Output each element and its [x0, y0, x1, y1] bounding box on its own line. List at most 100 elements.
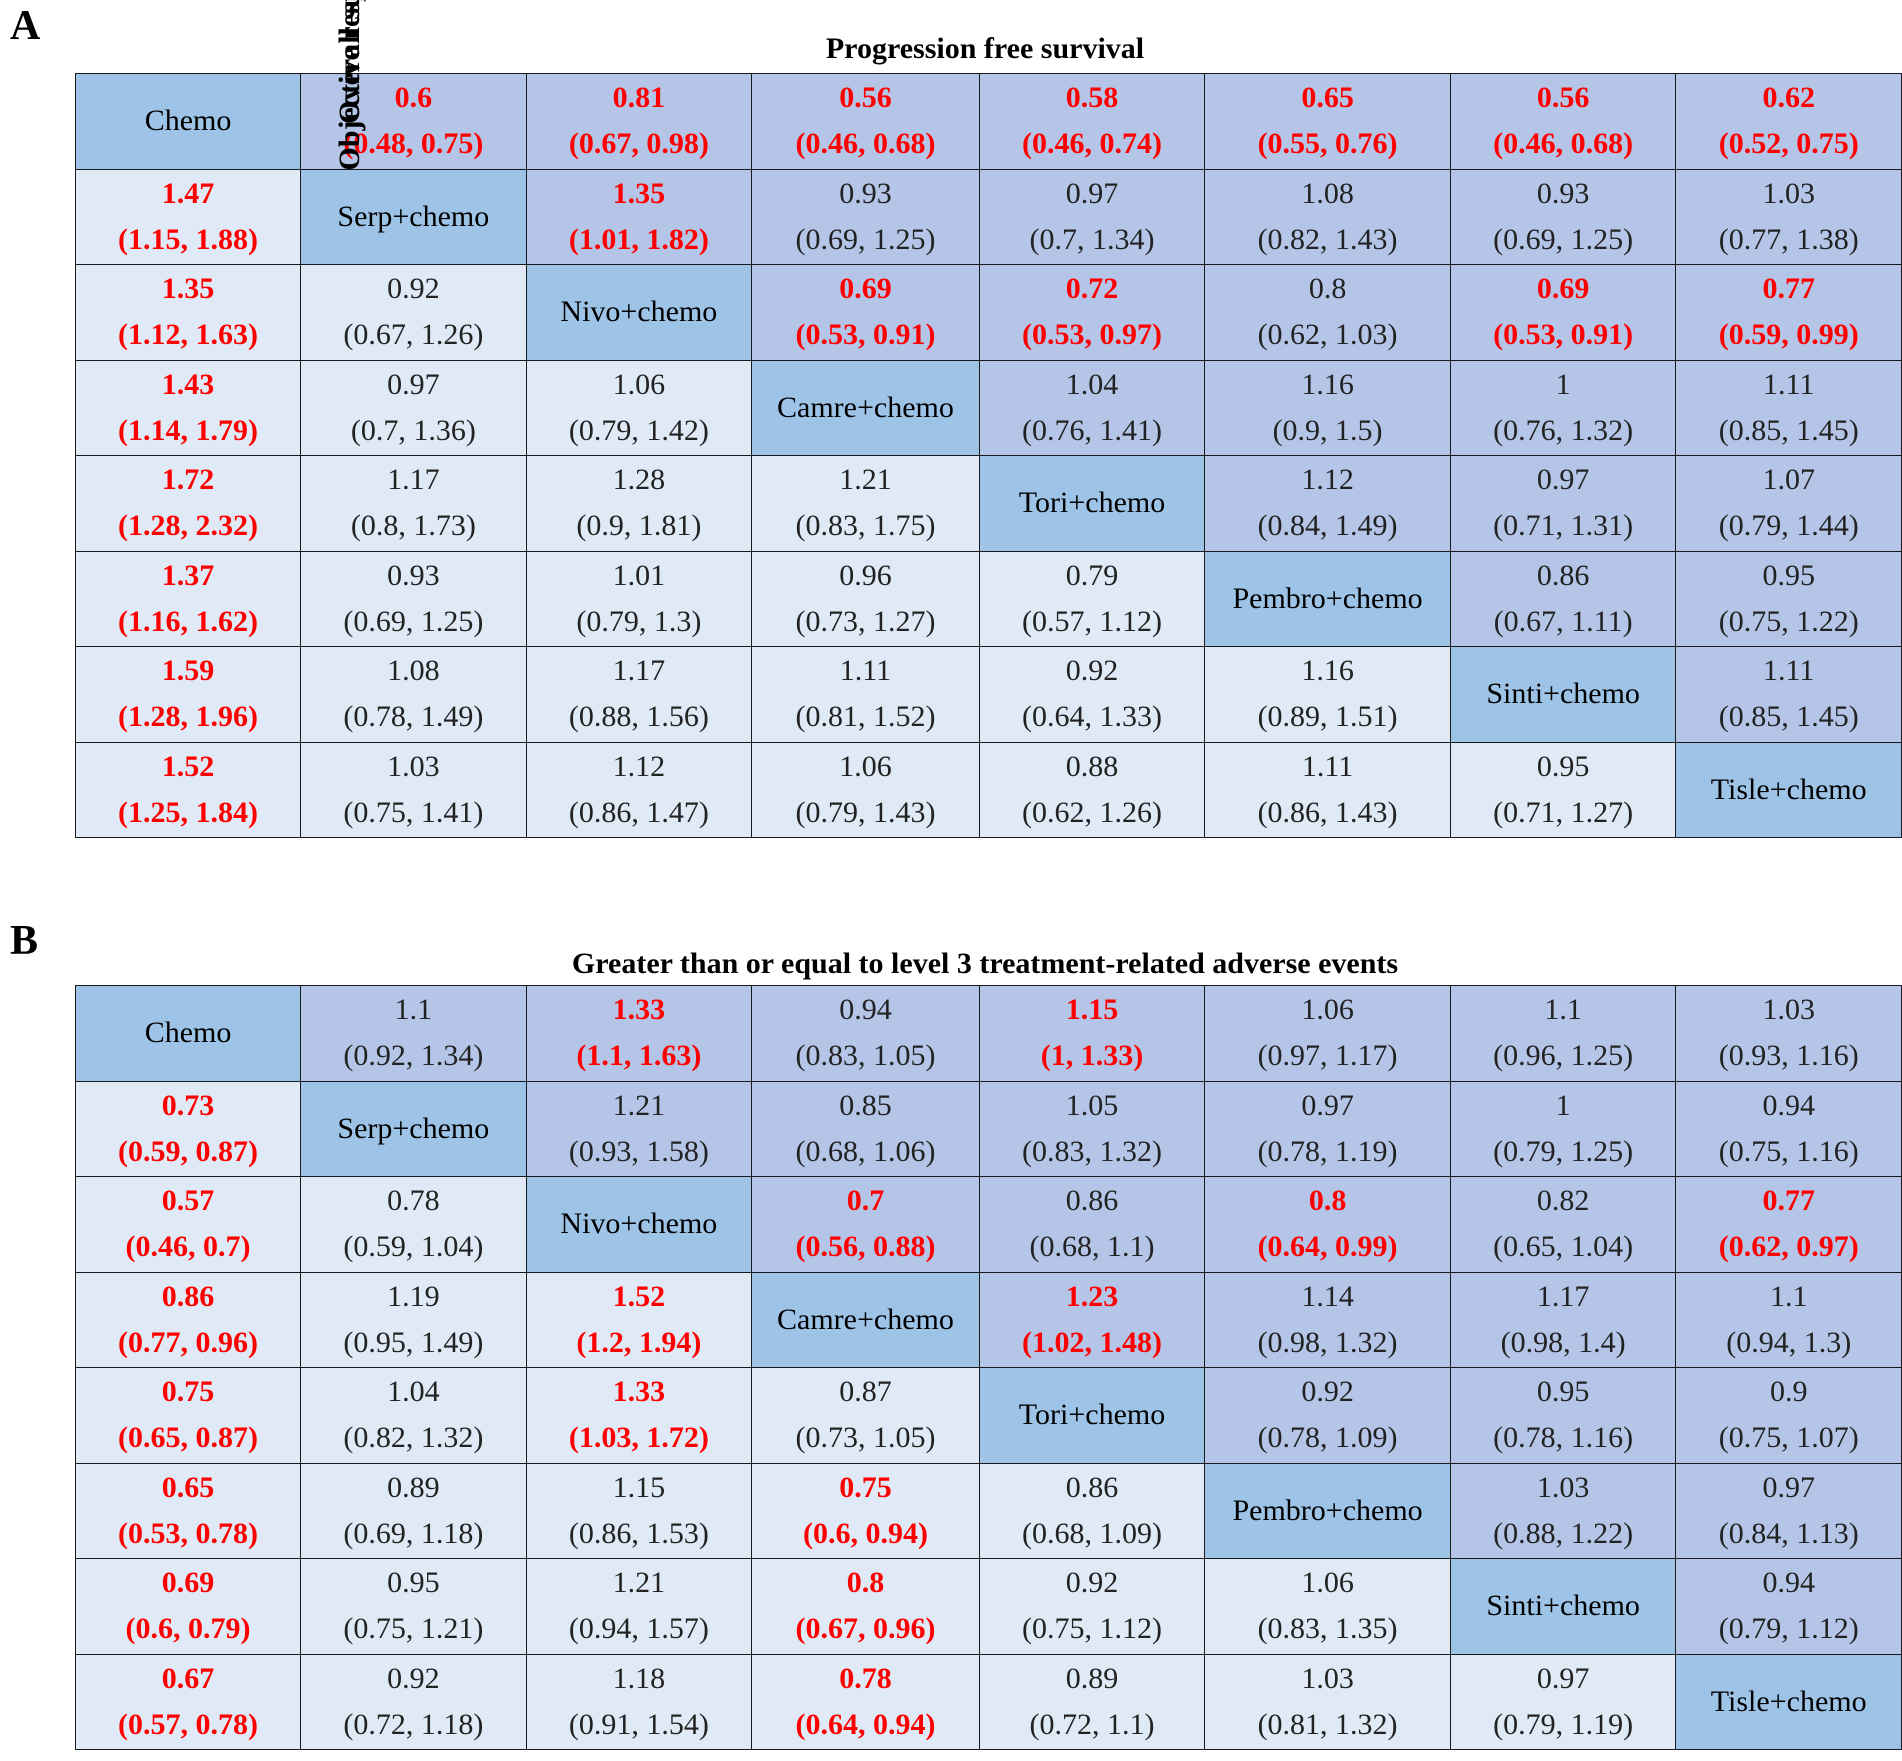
estimate-value: 0.9 [1769, 1375, 1808, 1409]
estimate-value: 1.06 [1301, 993, 1354, 1027]
estimate-value: 1.52 [612, 1279, 666, 1313]
confidence-interval: (0.94, 1.3) [1726, 1325, 1852, 1359]
estimate-cell: 1.06 (0.97, 1.17) [1204, 985, 1451, 1082]
confidence-interval: (0.53, 0.78) [118, 1516, 259, 1550]
confidence-interval: (0.73, 1.27) [795, 604, 936, 638]
estimate-cell: 1.12 (0.84, 1.49) [1204, 455, 1451, 552]
estimate-value: 0.58 [1065, 81, 1119, 115]
confidence-interval: (0.69, 1.25) [343, 604, 484, 638]
confidence-interval: (0.6, 0.79) [125, 1612, 251, 1646]
confidence-interval: (0.95, 1.49) [343, 1325, 484, 1359]
confidence-interval: (0.83, 1.35) [1257, 1612, 1398, 1646]
estimate-value: 0.78 [839, 1661, 892, 1695]
estimate-value: 0.82 [1536, 1184, 1590, 1218]
confidence-interval: (1.28, 1.96) [118, 700, 259, 734]
estimate-cell: 1.21 (0.83, 1.75) [751, 455, 980, 552]
significant-estimate-cell: 0.65 (0.53, 0.78) [74, 1462, 302, 1559]
estimate-value: 0.8 [846, 1566, 885, 1600]
confidence-interval: (0.83, 1.32) [1022, 1134, 1162, 1168]
estimate-cell: 0.93 (0.69, 1.25) [751, 168, 980, 265]
significant-estimate-cell: 1.15 (1, 1.33) [978, 985, 1206, 1082]
estimate-value: 1 [1555, 367, 1571, 401]
estimate-value: 0.7 [846, 1184, 885, 1218]
estimate-cell: 0.97 (0.7, 1.34) [978, 168, 1206, 265]
estimate-value: 0.97 [387, 367, 440, 401]
estimate-value: 0.6 [394, 81, 433, 115]
confidence-interval: (0.75, 1.12) [1022, 1612, 1162, 1646]
confidence-interval: (0.88, 1.56) [568, 700, 709, 734]
confidence-interval: (0.68, 1.1) [1029, 1230, 1155, 1264]
estimate-value: 1.21 [839, 463, 892, 497]
table-row: 0.86 (0.77, 0.96) 1.19 (0.95, 1.49) 1.52 (1.2… [74, 1271, 1902, 1368]
estimate-value: 0.89 [1065, 1661, 1119, 1695]
confidence-interval: (0.71, 1.31) [1493, 509, 1634, 543]
estimate-cell: 0.92 (0.75, 1.12) [978, 1558, 1206, 1655]
estimate-value: 1.1 [1769, 1279, 1808, 1313]
treatment-label: Tisle+chemo [1675, 741, 1902, 838]
estimate-value: 0.57 [161, 1184, 215, 1218]
panel-label: A [10, 3, 41, 49]
estimate-value: 0.94 [1762, 1088, 1815, 1122]
estimate-cell: 0.95 (0.75, 1.21) [300, 1558, 527, 1655]
estimate-value: 0.88 [1065, 749, 1119, 783]
estimate-cell: 1.1 (0.92, 1.34) [300, 985, 527, 1082]
confidence-interval: (0.79, 1.43) [795, 795, 936, 829]
estimate-cell: 0.86 (0.68, 1.1) [978, 1176, 1206, 1273]
estimate-cell: 1.1 (0.94, 1.3) [1675, 1271, 1902, 1368]
confidence-interval: (0.78, 1.09) [1257, 1421, 1398, 1455]
estimate-cell: 0.85 (0.68, 1.06) [751, 1080, 980, 1177]
estimate-cell: 0.97 (0.71, 1.31) [1449, 455, 1677, 552]
significant-estimate-cell: 0.69 (0.53, 0.91) [1449, 264, 1677, 361]
estimate-cell: 1.19 (0.95, 1.49) [300, 1271, 527, 1368]
estimate-cell: 1.03 (0.93, 1.16) [1675, 985, 1902, 1082]
confidence-interval: (1, 1.33) [1040, 1039, 1144, 1073]
confidence-interval: (0.48, 0.75) [343, 127, 484, 161]
confidence-interval: (0.79, 1.19) [1493, 1707, 1634, 1741]
estimate-value: 0.56 [1536, 81, 1590, 115]
confidence-interval: (0.76, 1.32) [1493, 413, 1634, 447]
confidence-interval: (1.1, 1.63) [576, 1039, 702, 1073]
significant-estimate-cell: 0.8 (0.67, 0.96) [751, 1558, 980, 1655]
estimate-value: 1.21 [612, 1088, 666, 1122]
confidence-interval: (0.89, 1.51) [1257, 700, 1398, 734]
confidence-interval: (0.81, 1.52) [795, 700, 936, 734]
confidence-interval: (0.93, 1.16) [1718, 1039, 1859, 1073]
estimate-cell: 0.82 (0.65, 1.04) [1449, 1176, 1677, 1273]
estimate-value: 0.87 [839, 1375, 892, 1409]
estimate-value: 1.14 [1301, 1279, 1354, 1313]
side-label: Objective response rate [333, 0, 366, 171]
confidence-interval: (0.77, 1.38) [1718, 222, 1859, 256]
confidence-interval: (1.2, 1.94) [576, 1325, 702, 1359]
estimate-cell: 1.16 (0.9, 1.5) [1204, 359, 1451, 456]
confidence-interval: (0.86, 1.47) [568, 795, 709, 829]
estimate-value: 0.96 [839, 558, 892, 592]
estimate-value: 0.94 [1762, 1566, 1815, 1600]
significant-estimate-cell: 1.59 (1.28, 1.96) [74, 646, 302, 743]
panel-title: Progression free survival [825, 32, 1145, 65]
table-row: 1.47 (1.15, 1.88) Serp+chemo 1.35 (1.01, 1.8… [74, 168, 1902, 265]
table-row: 1.43 (1.14, 1.79) 0.97 (0.7, 1.36) 1.06 (0.79… [74, 359, 1902, 456]
estimate-cell: 0.96 (0.73, 1.27) [751, 550, 980, 647]
estimate-cell: 0.93 (0.69, 1.25) [1449, 168, 1677, 265]
treatment-label: Tisle+chemo [1675, 1653, 1902, 1750]
estimate-value: 1.21 [612, 1566, 666, 1600]
estimate-cell: 1.17 (0.88, 1.56) [525, 646, 753, 743]
treatment-label: Camre+chemo [751, 359, 980, 456]
estimate-cell: 1.17 (0.98, 1.4) [1449, 1271, 1677, 1368]
table-row: 1.59 (1.28, 1.96) 1.08 (0.78, 1.49) 1.17 (0.8… [74, 646, 1902, 743]
confidence-interval: (0.53, 0.97) [1022, 318, 1162, 352]
estimate-value: 1.47 [161, 176, 215, 210]
table-row: 1.72 (1.28, 2.32) 1.17 (0.8, 1.73) 1.28 (0.9,… [74, 455, 1902, 552]
confidence-interval: (0.67, 1.11) [1493, 604, 1633, 638]
estimate-value: 1.17 [1536, 1279, 1590, 1313]
estimate-cell: 0.89 (0.69, 1.18) [300, 1462, 527, 1559]
treatment-label: Camre+chemo [751, 1271, 980, 1368]
confidence-interval: (0.85, 1.45) [1718, 700, 1859, 734]
estimate-value: 1.35 [612, 176, 666, 210]
estimate-cell: 1.11 (0.85, 1.45) [1675, 646, 1902, 743]
estimate-cell: 1.1 (0.96, 1.25) [1449, 985, 1677, 1082]
confidence-interval: (0.46, 0.74) [1022, 127, 1162, 161]
confidence-interval: (0.64, 0.94) [795, 1707, 936, 1741]
confidence-interval: (0.79, 1.12) [1718, 1612, 1859, 1646]
significant-estimate-cell: 1.52 (1.2, 1.94) [525, 1271, 753, 1368]
